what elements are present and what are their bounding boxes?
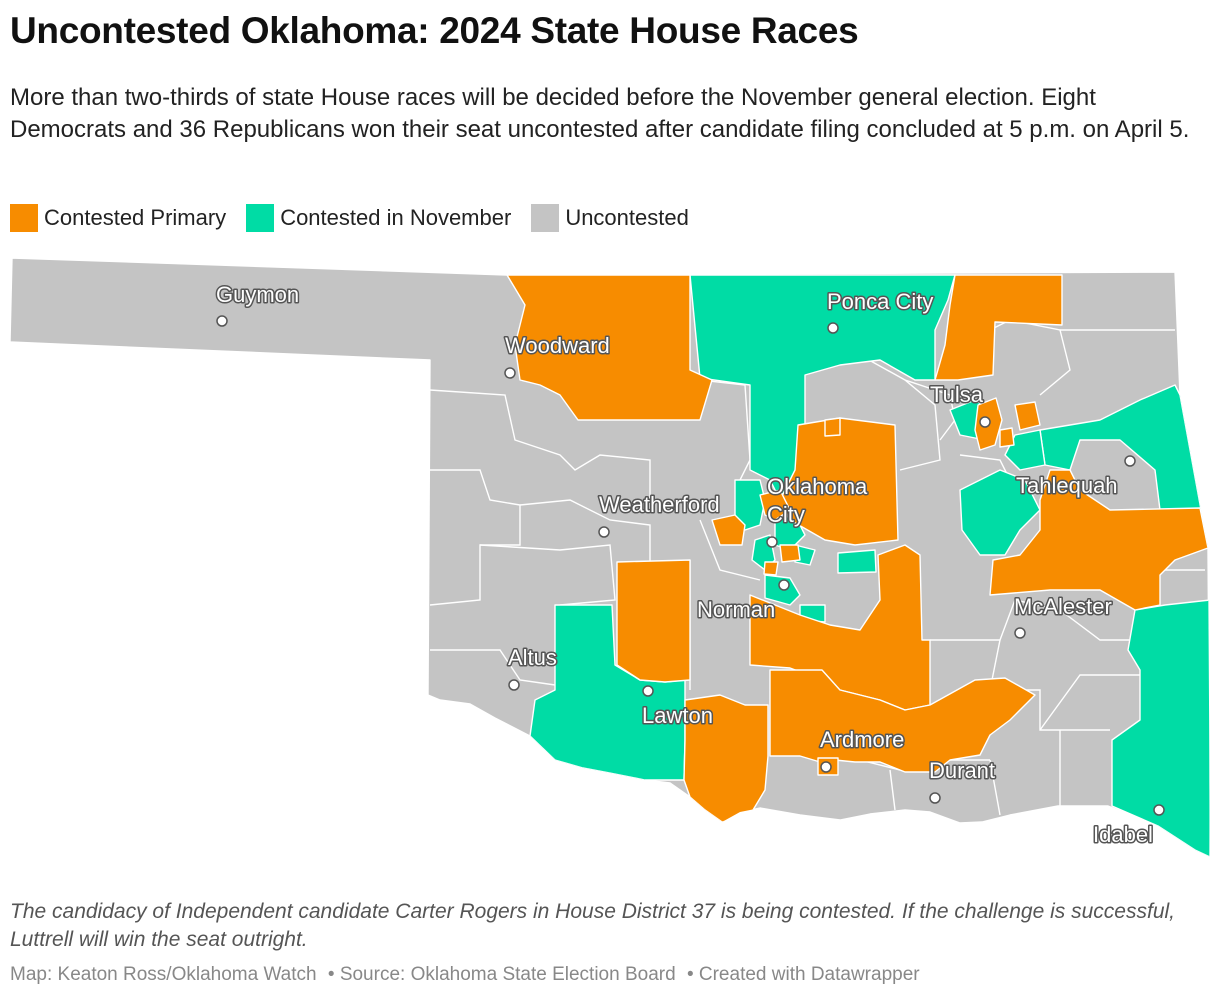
district-tulsa-primary-b: [1014, 401, 1041, 431]
city-label: Durant: [929, 758, 995, 783]
city-label: Ardmore: [820, 727, 904, 752]
city-dot: [820, 761, 832, 773]
city-dot: [827, 322, 839, 334]
city-dot: [766, 536, 778, 548]
legend-item-contested-november: Contested in November: [246, 204, 511, 232]
district-tulsa-south: [1004, 429, 1046, 471]
district-okc-center-primary: [759, 489, 791, 521]
city-label: Woodward: [505, 333, 610, 358]
district-okc-southwest-primary: [763, 561, 779, 576]
city-dot: [1124, 455, 1136, 467]
district-north-central: [689, 274, 956, 521]
legend-swatch-uncontested: [531, 204, 560, 232]
district-okc-south-primary: [779, 544, 801, 563]
legend-label: Uncontested: [565, 205, 689, 230]
city-label: Tahlequah: [1016, 473, 1118, 498]
city-lawton: Lawton: [641, 685, 714, 730]
city-label: Lawton: [642, 703, 713, 728]
district-northeast-osage: [934, 274, 1063, 381]
city-label: Tulsa: [930, 382, 984, 407]
district-southwest-central: [616, 559, 691, 683]
chart-subtitle: More than two-thirds of state House race…: [10, 84, 1190, 143]
oklahoma-district-map: Guymon Woodward Ponca City Tulsa Oklahom…: [9, 257, 1211, 858]
city-label: Idabel: [1093, 822, 1153, 847]
city-dot: [642, 685, 654, 697]
city-label: Norman: [697, 597, 775, 622]
chart-title: Uncontested Oklahoma: 2024 State House R…: [10, 10, 859, 51]
city-tahlequah: Tahlequah: [1015, 455, 1136, 500]
chart-footer: Map: Keaton Ross/Oklahoma Watch • Source…: [10, 964, 926, 986]
district-southeast-idabel: [1111, 599, 1210, 857]
legend-item-uncontested: Uncontested: [531, 204, 689, 232]
city-guymon: Guymon: [215, 281, 301, 327]
legend-label: Contested Primary: [44, 205, 227, 230]
legend-swatch-primary: [10, 204, 38, 232]
city-dot: [1153, 804, 1165, 816]
legend-swatch-november: [246, 204, 275, 232]
district-okc-southeast: [837, 549, 877, 574]
legend: Contested Primary Contested in November …: [10, 204, 689, 232]
district-tulsa-primary-c: [999, 427, 1015, 448]
city-mcalester: McAlester: [1013, 593, 1113, 639]
city-dot: [508, 679, 520, 691]
district-central-north: [779, 417, 899, 546]
city-altus: Altus: [507, 644, 558, 691]
city-dot: [778, 579, 790, 591]
district-okc-north-primary: [824, 417, 841, 437]
legend-label: Contested in November: [280, 205, 512, 230]
legend-item-contested-primary: Contested Primary: [10, 204, 226, 232]
city-woodward: Woodward: [504, 332, 611, 379]
city-durant: Durant: [928, 757, 997, 804]
chart-note: The candidacy of Independent candidate C…: [10, 900, 1175, 951]
districts-contested-november: [529, 274, 1210, 857]
city-label: Oklahoma: [767, 474, 868, 499]
city-dot: [1014, 627, 1026, 639]
footer-credit: Map: Keaton Ross/Oklahoma Watch: [10, 964, 317, 985]
city-label: McAlester: [1014, 594, 1112, 619]
city-label: City: [767, 502, 805, 527]
districts-contested-primary: [506, 274, 1209, 823]
city-label: Guymon: [216, 282, 299, 307]
city-ardmore: Ardmore: [819, 726, 906, 773]
city-dot: [979, 416, 991, 428]
district-northwest-woodward: [506, 274, 713, 421]
city-dot: [504, 367, 516, 379]
city-label: Altus: [508, 645, 557, 670]
city-weatherford: Weatherford: [598, 491, 721, 538]
city-oklahoma-city: Oklahoma City: [766, 473, 870, 548]
city-label: Ponca City: [827, 289, 933, 314]
city-idabel: Idabel: [1092, 804, 1165, 849]
district-east-tahlequah: [989, 469, 1209, 611]
city-label: Weatherford: [599, 492, 720, 517]
city-dot: [929, 792, 941, 804]
city-norman: Norman: [696, 579, 790, 624]
footer-source: • Source: Oklahoma State Election Board: [327, 964, 676, 985]
district-east-central: [959, 469, 1041, 556]
city-dot: [216, 315, 228, 327]
footer-tool: • Created with Datawrapper: [686, 964, 920, 985]
city-markers: Guymon Woodward Ponca City Tulsa Oklahom…: [215, 281, 1165, 849]
district-okc-west-primary: [711, 514, 746, 546]
city-dot: [598, 526, 610, 538]
city-tulsa: Tulsa: [929, 381, 991, 428]
city-ponca-city: Ponca City: [826, 288, 935, 334]
